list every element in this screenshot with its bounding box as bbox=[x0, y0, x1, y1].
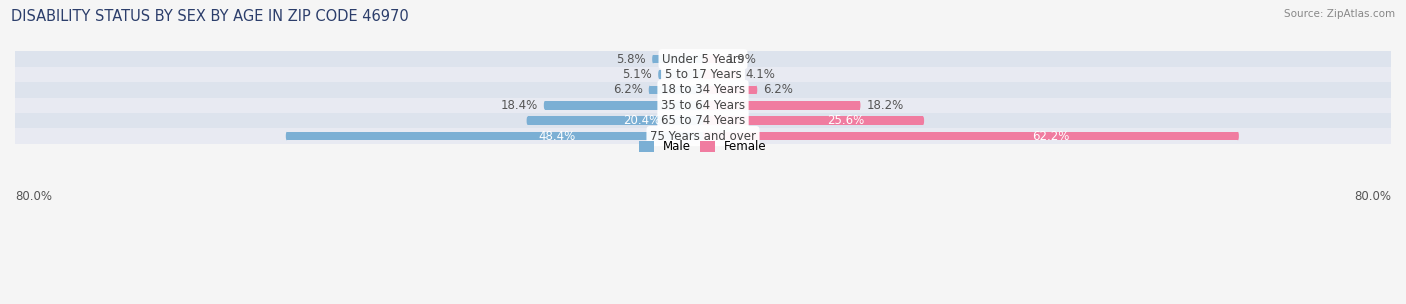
Ellipse shape bbox=[859, 101, 860, 109]
Text: 80.0%: 80.0% bbox=[15, 190, 52, 203]
Ellipse shape bbox=[658, 70, 659, 79]
Ellipse shape bbox=[285, 132, 288, 140]
Text: 18 to 34 Years: 18 to 34 Years bbox=[661, 83, 745, 96]
Ellipse shape bbox=[652, 55, 654, 64]
Bar bbox=[15, 98, 1391, 113]
Bar bbox=[527, 116, 703, 125]
Bar bbox=[15, 82, 1391, 98]
Bar bbox=[703, 116, 924, 125]
Text: 80.0%: 80.0% bbox=[1354, 190, 1391, 203]
Text: 5.1%: 5.1% bbox=[623, 68, 652, 81]
Text: 25.6%: 25.6% bbox=[828, 114, 865, 127]
Text: 48.4%: 48.4% bbox=[538, 130, 576, 143]
Text: 18.4%: 18.4% bbox=[501, 99, 538, 112]
Bar bbox=[15, 67, 1391, 82]
Ellipse shape bbox=[718, 55, 720, 64]
Text: 5 to 17 Years: 5 to 17 Years bbox=[665, 68, 741, 81]
Text: 5.8%: 5.8% bbox=[617, 53, 647, 66]
Bar bbox=[15, 128, 1391, 144]
Ellipse shape bbox=[1237, 132, 1239, 140]
Bar bbox=[15, 113, 1391, 128]
Text: 20.4%: 20.4% bbox=[623, 114, 661, 127]
Ellipse shape bbox=[527, 116, 529, 125]
Text: Source: ZipAtlas.com: Source: ZipAtlas.com bbox=[1284, 9, 1395, 19]
Bar bbox=[654, 55, 703, 64]
Bar bbox=[15, 51, 1391, 67]
Text: 6.2%: 6.2% bbox=[613, 83, 643, 96]
Bar bbox=[703, 86, 756, 94]
Bar bbox=[703, 55, 720, 64]
Text: 75 Years and over: 75 Years and over bbox=[650, 130, 756, 143]
Bar bbox=[703, 132, 1237, 140]
Bar bbox=[703, 101, 859, 109]
Text: 1.9%: 1.9% bbox=[727, 53, 756, 66]
Text: 62.2%: 62.2% bbox=[1032, 130, 1070, 143]
Ellipse shape bbox=[648, 86, 651, 94]
Text: 18.2%: 18.2% bbox=[866, 99, 904, 112]
Text: DISABILITY STATUS BY SEX BY AGE IN ZIP CODE 46970: DISABILITY STATUS BY SEX BY AGE IN ZIP C… bbox=[11, 9, 409, 24]
Text: 6.2%: 6.2% bbox=[763, 83, 793, 96]
Bar bbox=[544, 101, 703, 109]
Text: 65 to 74 Years: 65 to 74 Years bbox=[661, 114, 745, 127]
Ellipse shape bbox=[544, 101, 546, 109]
Ellipse shape bbox=[922, 116, 924, 125]
Bar bbox=[703, 70, 738, 79]
Text: 4.1%: 4.1% bbox=[745, 68, 775, 81]
Ellipse shape bbox=[755, 86, 758, 94]
Text: 35 to 64 Years: 35 to 64 Years bbox=[661, 99, 745, 112]
Bar bbox=[287, 132, 703, 140]
Bar bbox=[650, 86, 703, 94]
Ellipse shape bbox=[737, 70, 740, 79]
Legend: Male, Female: Male, Female bbox=[634, 136, 772, 158]
Bar bbox=[659, 70, 703, 79]
Text: Under 5 Years: Under 5 Years bbox=[662, 53, 744, 66]
